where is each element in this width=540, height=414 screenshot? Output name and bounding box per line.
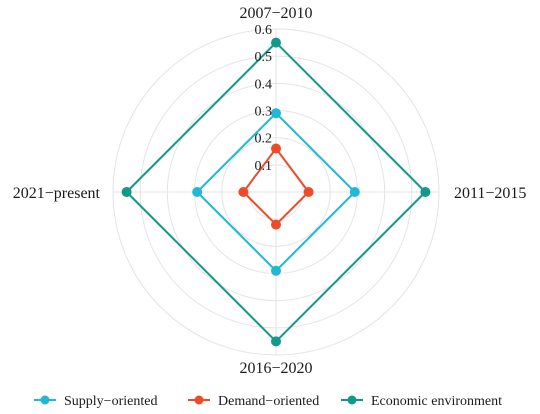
data-point-3-4 <box>121 187 132 197</box>
data-point-2-2 <box>303 187 314 197</box>
radial-tick-label-4: 0.4 <box>255 77 273 92</box>
legend-label-economic: Economic environment <box>371 394 502 409</box>
category-label-bottom: 2016−2020 <box>239 360 312 377</box>
category-label-left: 2021−present <box>13 185 101 202</box>
legend: Supply−oriented Demand−oriented Economic… <box>34 394 502 409</box>
legend-marker-demand <box>194 395 204 405</box>
radial-tick-label-6: 0.6 <box>255 23 273 38</box>
series-2 <box>238 143 314 230</box>
legend-label-demand: Demand−oriented <box>218 394 319 409</box>
data-point-1-2 <box>349 187 360 197</box>
grid <box>112 28 440 356</box>
data-point-2-4 <box>238 187 249 197</box>
legend-item-demand: Demand−oriented <box>188 394 319 409</box>
data-point-3-2 <box>420 187 431 197</box>
data-point-3-1 <box>271 37 281 48</box>
data-point-2-1 <box>271 143 281 154</box>
category-label-right: 2011−2015 <box>454 185 526 202</box>
legend-label-supply: Supply−oriented <box>64 394 157 409</box>
data-point-1-1 <box>271 108 281 119</box>
category-labels: 2007−2010 2011−2015 2016−2020 2021−prese… <box>13 5 527 377</box>
radial-tick-label-5: 0.5 <box>255 50 273 65</box>
radial-tick-labels: 0.1 0.2 0.3 0.4 0.5 0.6 <box>255 23 273 174</box>
radial-tick-label-1: 0.1 <box>255 159 273 174</box>
data-point-1-4 <box>192 187 203 197</box>
series-layer <box>121 37 431 347</box>
data-point-3-3 <box>271 336 281 347</box>
series-1 <box>192 108 360 276</box>
legend-item-supply: Supply−oriented <box>34 394 157 409</box>
series-3 <box>121 37 431 347</box>
radial-tick-label-2: 0.2 <box>255 132 273 147</box>
radial-tick-label-3: 0.3 <box>255 105 273 120</box>
legend-marker-economic <box>347 395 357 405</box>
data-point-1-3 <box>271 265 281 276</box>
data-point-2-3 <box>271 219 281 230</box>
category-label-top: 2007−2010 <box>239 5 312 22</box>
legend-marker-supply <box>40 395 50 405</box>
legend-item-economic: Economic environment <box>341 394 502 409</box>
